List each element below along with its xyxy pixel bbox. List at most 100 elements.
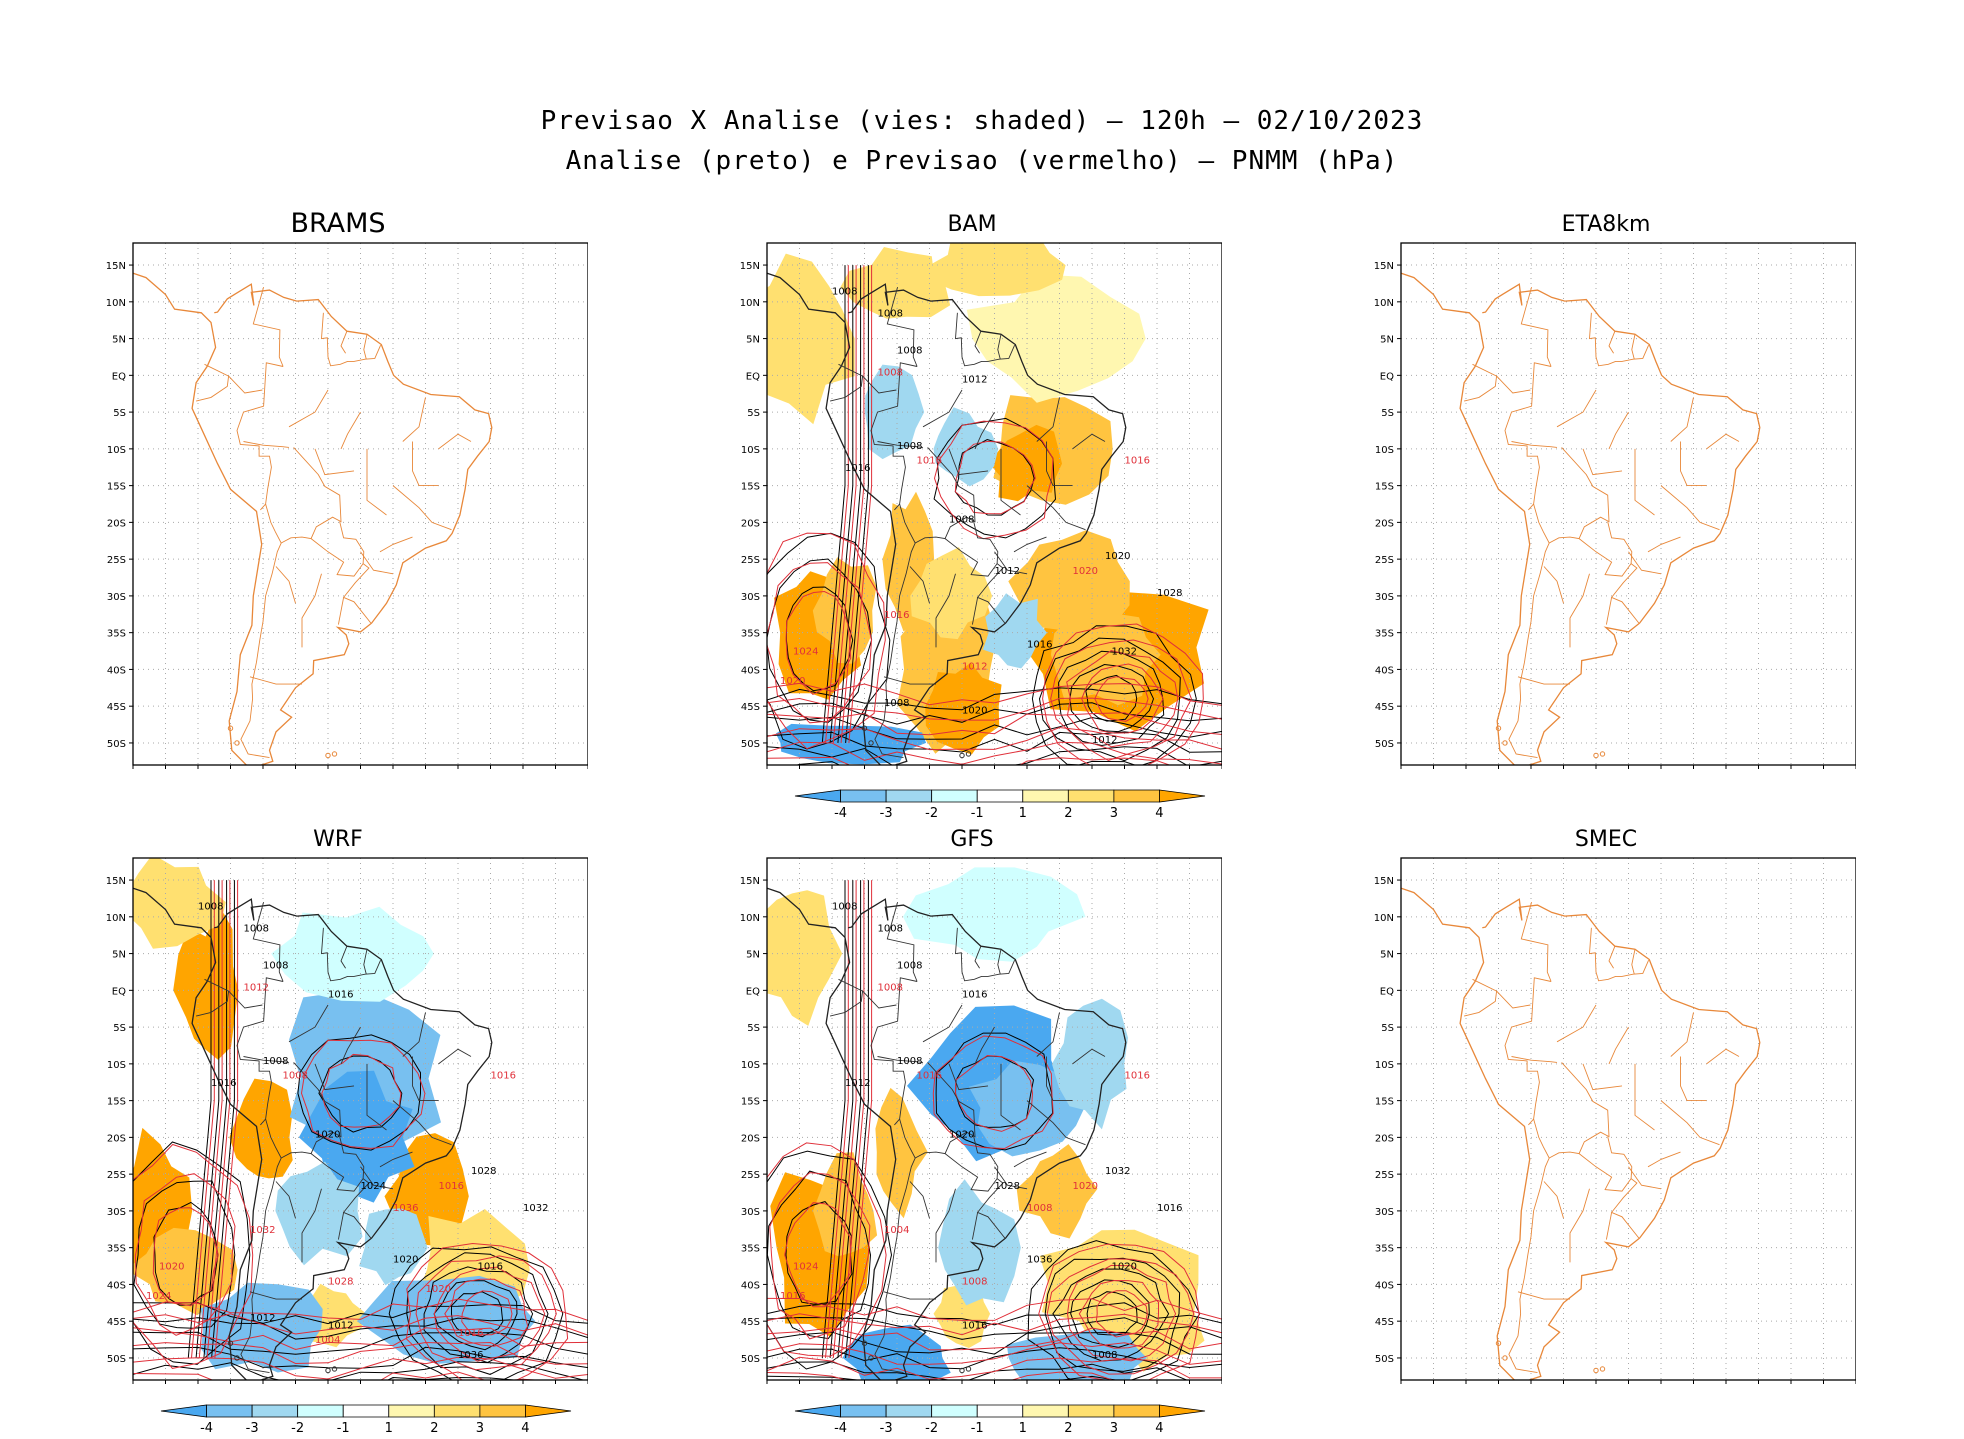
country-border <box>948 1063 989 1091</box>
country-border <box>976 1178 1006 1239</box>
colorbar-segment <box>1113 1404 1160 1418</box>
island <box>1502 1355 1508 1361</box>
island <box>234 1355 240 1361</box>
colorbar-label: 4 <box>1155 1421 1163 1436</box>
country-border <box>363 334 368 360</box>
country-border <box>1578 1136 1633 1192</box>
country-border <box>935 573 956 648</box>
colorbar-segment <box>479 1404 526 1418</box>
lat-label: 20S <box>107 518 126 529</box>
country-border <box>1520 286 1552 367</box>
lat-label: 15S <box>741 1097 760 1108</box>
lat-label: 15S <box>107 482 126 493</box>
country-border <box>240 1118 282 1374</box>
country-border <box>195 363 230 402</box>
lat-label: EQ <box>1380 986 1394 997</box>
country-border <box>228 990 263 1009</box>
analysis-isobar-label: 1008 <box>263 960 288 971</box>
forecast-isobar-label: 1016 <box>884 610 909 621</box>
country-border <box>922 389 963 428</box>
country-border <box>275 566 296 604</box>
country-border <box>363 949 368 975</box>
lat-label: 20S <box>741 518 760 529</box>
country-border <box>994 1166 1028 1190</box>
lat-label: 50S <box>741 1354 760 1365</box>
country-border <box>1508 1118 1550 1374</box>
lat-label: 30S <box>1375 592 1394 603</box>
country-border <box>1660 485 1720 531</box>
island <box>965 1366 972 1372</box>
analysis-isobar-label: 1024 <box>361 1181 386 1192</box>
forecast-isobar-label: 1008 <box>878 982 903 993</box>
country-border <box>280 447 342 544</box>
analysis-isobar-label: 1012 <box>995 566 1020 577</box>
country-border <box>1000 1063 1021 1131</box>
country-border <box>1013 536 1047 553</box>
forecast-isobar-label: 1032 <box>250 1225 275 1236</box>
country-border <box>1608 331 1616 354</box>
country-border <box>342 563 372 624</box>
island <box>868 740 874 746</box>
analysis-isobar-label: 1016 <box>962 990 987 1001</box>
lat-label: 40S <box>107 1280 126 1291</box>
colorbar-label: 4 <box>1155 806 1163 821</box>
colorbar-segment <box>931 1404 978 1418</box>
country-border <box>1508 503 1550 759</box>
country-border <box>252 286 284 367</box>
analysis-isobar-label: 1028 <box>1157 588 1182 599</box>
colorbar-wrf: -4 -3 -2 -1 1 2 3 4 <box>160 1404 572 1436</box>
country-border <box>337 597 345 625</box>
country-border <box>1610 563 1640 624</box>
country-border <box>971 597 979 625</box>
country-border <box>1631 334 1636 360</box>
island <box>861 1340 868 1346</box>
analysis-isobar-label: 1016 <box>478 1262 503 1273</box>
country-border <box>1634 1063 1655 1131</box>
country-border <box>402 397 426 442</box>
lat-label: 20S <box>741 1133 760 1144</box>
forecast-isobar-label: 1004 <box>884 1225 909 1236</box>
lat-label: 40S <box>1375 1280 1394 1291</box>
analysis-isobar-label: 1008 <box>832 286 857 297</box>
country-border <box>1511 441 1558 448</box>
country-border <box>883 676 936 685</box>
island <box>861 725 868 731</box>
country-border <box>1569 1188 1590 1263</box>
country-border <box>886 286 918 367</box>
country-border <box>366 1063 387 1131</box>
map-bam: 1008 1008 1008 1012 1008 1016 1008 1012 1020 1028… <box>740 242 1222 769</box>
lat-label: EQ <box>746 371 760 382</box>
analysis-isobar-label: 1020 <box>1112 1262 1137 1273</box>
country-border <box>974 411 995 450</box>
lat-label: 10N <box>740 298 760 309</box>
lat-label: 15N <box>1374 876 1394 887</box>
country-border <box>1511 1056 1558 1063</box>
country-border <box>862 375 897 394</box>
colorbar-segment <box>794 1404 841 1418</box>
country-border <box>249 676 302 685</box>
colorbar-label: -3 <box>880 806 893 821</box>
panel-title: WRF <box>313 827 363 852</box>
country-border <box>275 1181 296 1219</box>
island <box>331 751 338 757</box>
colorbar-segment <box>840 789 887 803</box>
analysis-isobar-label: 1008 <box>884 698 909 709</box>
country-border <box>321 927 382 982</box>
figure-title-line2: Analise (preto) e Previsao (vermelho) — … <box>565 146 1399 176</box>
forecast-isobar-label: 1016 <box>458 1328 483 1339</box>
country-border <box>1589 927 1650 982</box>
colorbar-label: -2 <box>925 806 938 821</box>
lat-label: 45S <box>107 1317 126 1328</box>
analysis-isobar-label: 1012 <box>1092 735 1117 746</box>
country-border <box>392 485 452 531</box>
colorbar-segment <box>433 1404 481 1418</box>
country-border <box>1647 1151 1681 1168</box>
lat-label: 5N <box>112 335 126 346</box>
forecast-isobar-label: 1020 <box>780 676 805 687</box>
panel-smec: SMEC 15N 10N 5N EQ 5S 10S 15S 20S 25S 30S 35S 40S 45… <box>1356 825 1856 1385</box>
lat-label: 30S <box>107 592 126 603</box>
panel-wrf: WRF 1008 1008 1008 1016 1008 1016 1020 1024 1028… <box>88 825 588 1385</box>
country-border <box>935 1188 956 1263</box>
colorbar-segment <box>1159 1404 1206 1418</box>
lat-label: EQ <box>112 371 126 382</box>
